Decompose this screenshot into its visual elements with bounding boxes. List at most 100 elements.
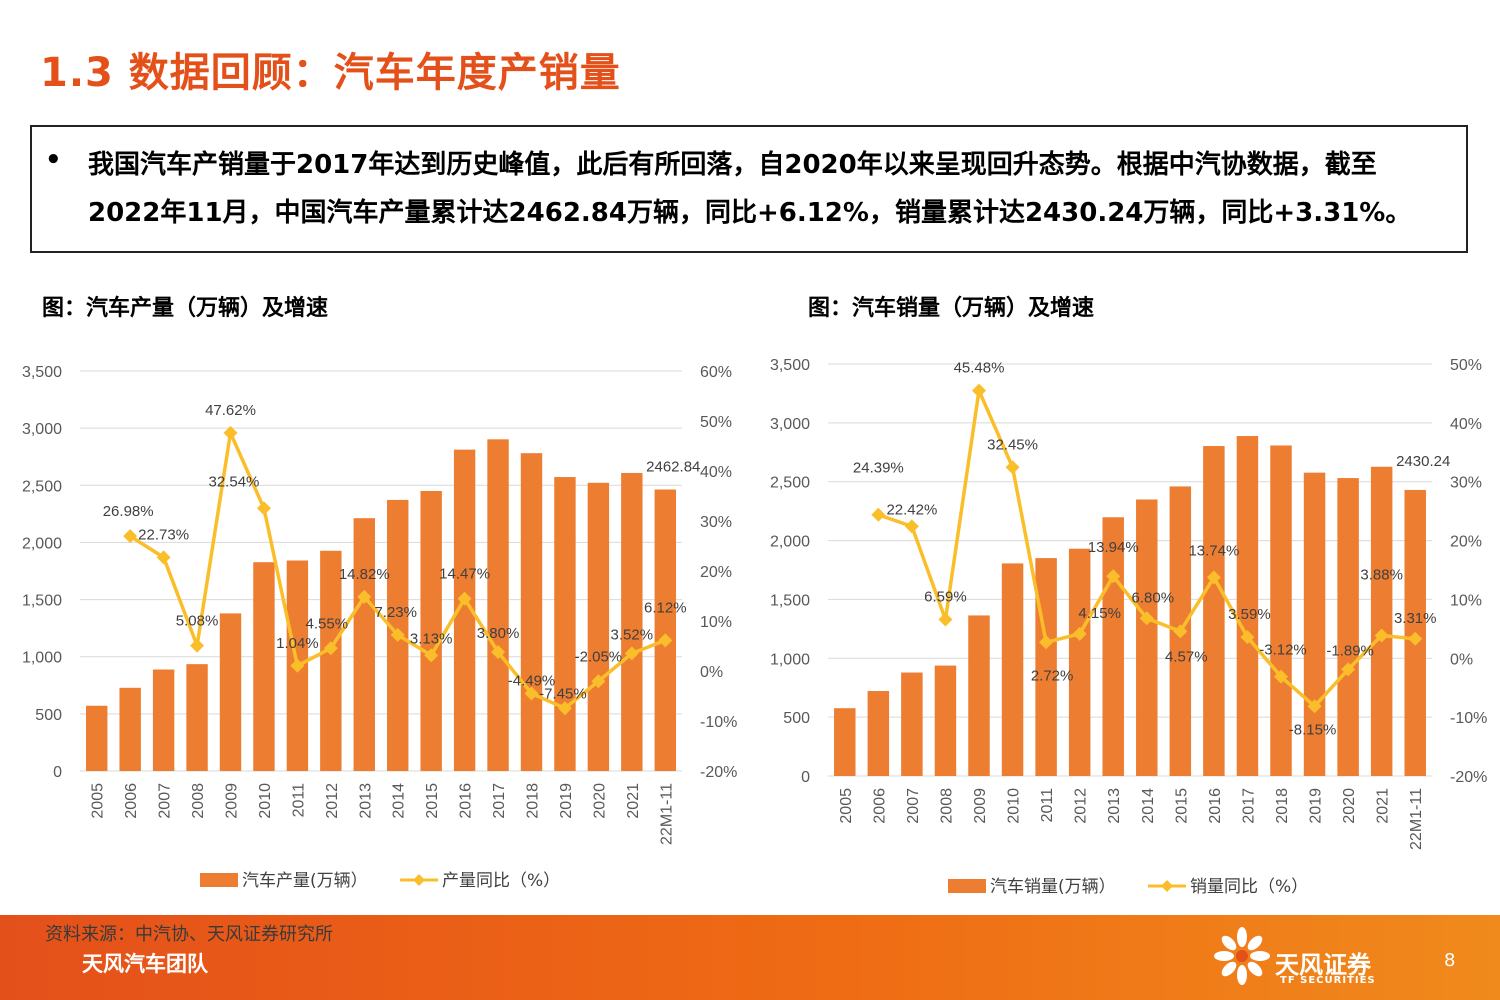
bar <box>152 669 175 771</box>
y-tick-label: 500 <box>783 710 810 727</box>
x-tick-label: 2008 <box>190 783 207 819</box>
y-tick-label: 2,500 <box>770 475 810 492</box>
growth-point <box>457 591 472 606</box>
growth-data-label: -3.12% <box>1259 642 1307 659</box>
growth-point <box>557 701 572 716</box>
bar <box>253 562 275 771</box>
legend-bar-swatch <box>948 879 986 893</box>
growth-data-label: 2.72% <box>1031 667 1074 684</box>
x-tick-label: 2016 <box>458 783 475 819</box>
y2-tick-label: -20% <box>700 764 737 781</box>
y-tick-label: 500 <box>35 707 62 724</box>
growth-point <box>190 638 205 653</box>
x-tick-label: 2007 <box>905 788 922 824</box>
y2-tick-label: 20% <box>1450 534 1482 551</box>
bar <box>86 705 108 771</box>
x-tick-label: 2017 <box>1240 788 1257 824</box>
bar <box>834 708 856 776</box>
growth-point <box>1408 631 1423 646</box>
growth-data-label: 3.88% <box>1360 566 1403 583</box>
growth-data-label: 22.73% <box>138 526 189 543</box>
growth-data-label: 5.08% <box>176 613 219 630</box>
growth-data-label: 3.31% <box>1394 610 1437 627</box>
brand-name-cn: 天风证券 <box>1275 951 1371 979</box>
growth-data-label: 14.82% <box>339 566 390 583</box>
x-tick-label: 2013 <box>357 783 374 819</box>
x-tick-label: 2010 <box>1006 788 1023 824</box>
y-tick-label: 1,500 <box>770 592 810 609</box>
growth-data-label: -4.49% <box>508 672 556 689</box>
growth-point <box>1274 669 1288 684</box>
x-tick-label: 2017 <box>491 783 508 819</box>
source-note: 资料来源：中汽协、天风证券研究所 <box>45 924 333 945</box>
summary-line-2: 2022年11月，中国汽车产量累计达2462.84万辆，同比+6.12%，销量累… <box>88 198 1412 228</box>
growth-point <box>624 646 639 661</box>
bar <box>587 482 610 771</box>
y2-tick-label: -20% <box>1450 769 1487 786</box>
growth-point <box>938 612 953 627</box>
y-tick-label: 3,500 <box>22 364 62 381</box>
growth-data-label: 6.12% <box>644 599 687 616</box>
x-tick-label: 2009 <box>224 783 241 819</box>
summary-line-1: 我国汽车产销量于2017年达到历史峰值，此后有所回落，自2020年以来呈现回升态… <box>88 150 1377 180</box>
growth-point <box>290 658 305 673</box>
bar <box>219 613 242 771</box>
x-tick-label: 22M1-11 <box>1408 788 1425 850</box>
growth-data-label: 3.59% <box>1228 606 1271 623</box>
growth-point <box>223 425 238 440</box>
bar <box>934 665 957 776</box>
growth-data-label: 4.57% <box>1165 648 1208 665</box>
y-tick-label: 2,500 <box>22 478 62 495</box>
y2-tick-label: -10% <box>1450 710 1487 727</box>
y2-tick-label: 0% <box>1450 651 1473 668</box>
growth-point <box>904 519 919 534</box>
growth-point <box>390 627 405 642</box>
growth-data-label: 24.39% <box>853 460 904 477</box>
bar <box>1236 436 1259 776</box>
bar <box>1337 478 1359 776</box>
growth-data-label: 32.54% <box>209 473 260 490</box>
bar <box>1001 563 1024 776</box>
bar <box>1370 466 1393 776</box>
page-number: 8 <box>1444 950 1456 971</box>
tf-flower-logo-icon <box>1214 927 1270 985</box>
growth-point <box>156 550 171 565</box>
bar <box>320 550 342 771</box>
bar <box>186 664 208 771</box>
growth-data-label: 26.98% <box>103 503 154 520</box>
bar <box>968 615 990 776</box>
growth-data-label: 3.52% <box>611 626 654 643</box>
sales-chart-title: 图：汽车销量（万辆）及增速 <box>808 296 1095 321</box>
bar <box>520 453 543 771</box>
x-tick-label: 2019 <box>1308 788 1325 824</box>
growth-point <box>1005 460 1020 475</box>
bar <box>119 687 141 771</box>
x-tick-label: 2021 <box>625 783 642 819</box>
growth-point <box>1307 699 1322 714</box>
bar <box>901 672 923 776</box>
y2-tick-label: 50% <box>1450 357 1482 374</box>
growth-point <box>323 641 338 656</box>
x-tick-label: 2010 <box>257 783 274 819</box>
y-tick-label: 1,000 <box>770 651 810 668</box>
growth-data-label: 4.15% <box>1078 605 1121 622</box>
bar <box>554 477 576 771</box>
summary-box <box>30 125 1468 253</box>
production-chart-title: 图：汽车产量（万辆）及增速 <box>42 296 329 321</box>
x-tick-label: 2012 <box>324 783 341 819</box>
bar <box>453 449 476 771</box>
growth-point <box>1039 635 1054 650</box>
x-tick-label: 2012 <box>1073 788 1090 824</box>
y2-tick-label: 10% <box>700 614 732 631</box>
growth-data-label: 22.42% <box>886 501 937 518</box>
growth-data-label: 6.59% <box>924 588 967 605</box>
y2-tick-label: 10% <box>1450 592 1482 609</box>
growth-data-label: -2.05% <box>575 648 623 665</box>
x-tick-label: 2015 <box>424 783 441 819</box>
y2-tick-label: 40% <box>700 464 732 481</box>
growth-point <box>1173 624 1188 639</box>
growth-data-label: 45.48% <box>954 360 1005 377</box>
y-tick-label: 1,000 <box>22 650 62 667</box>
growth-point <box>1072 626 1087 641</box>
x-tick-label: 2005 <box>90 783 107 819</box>
